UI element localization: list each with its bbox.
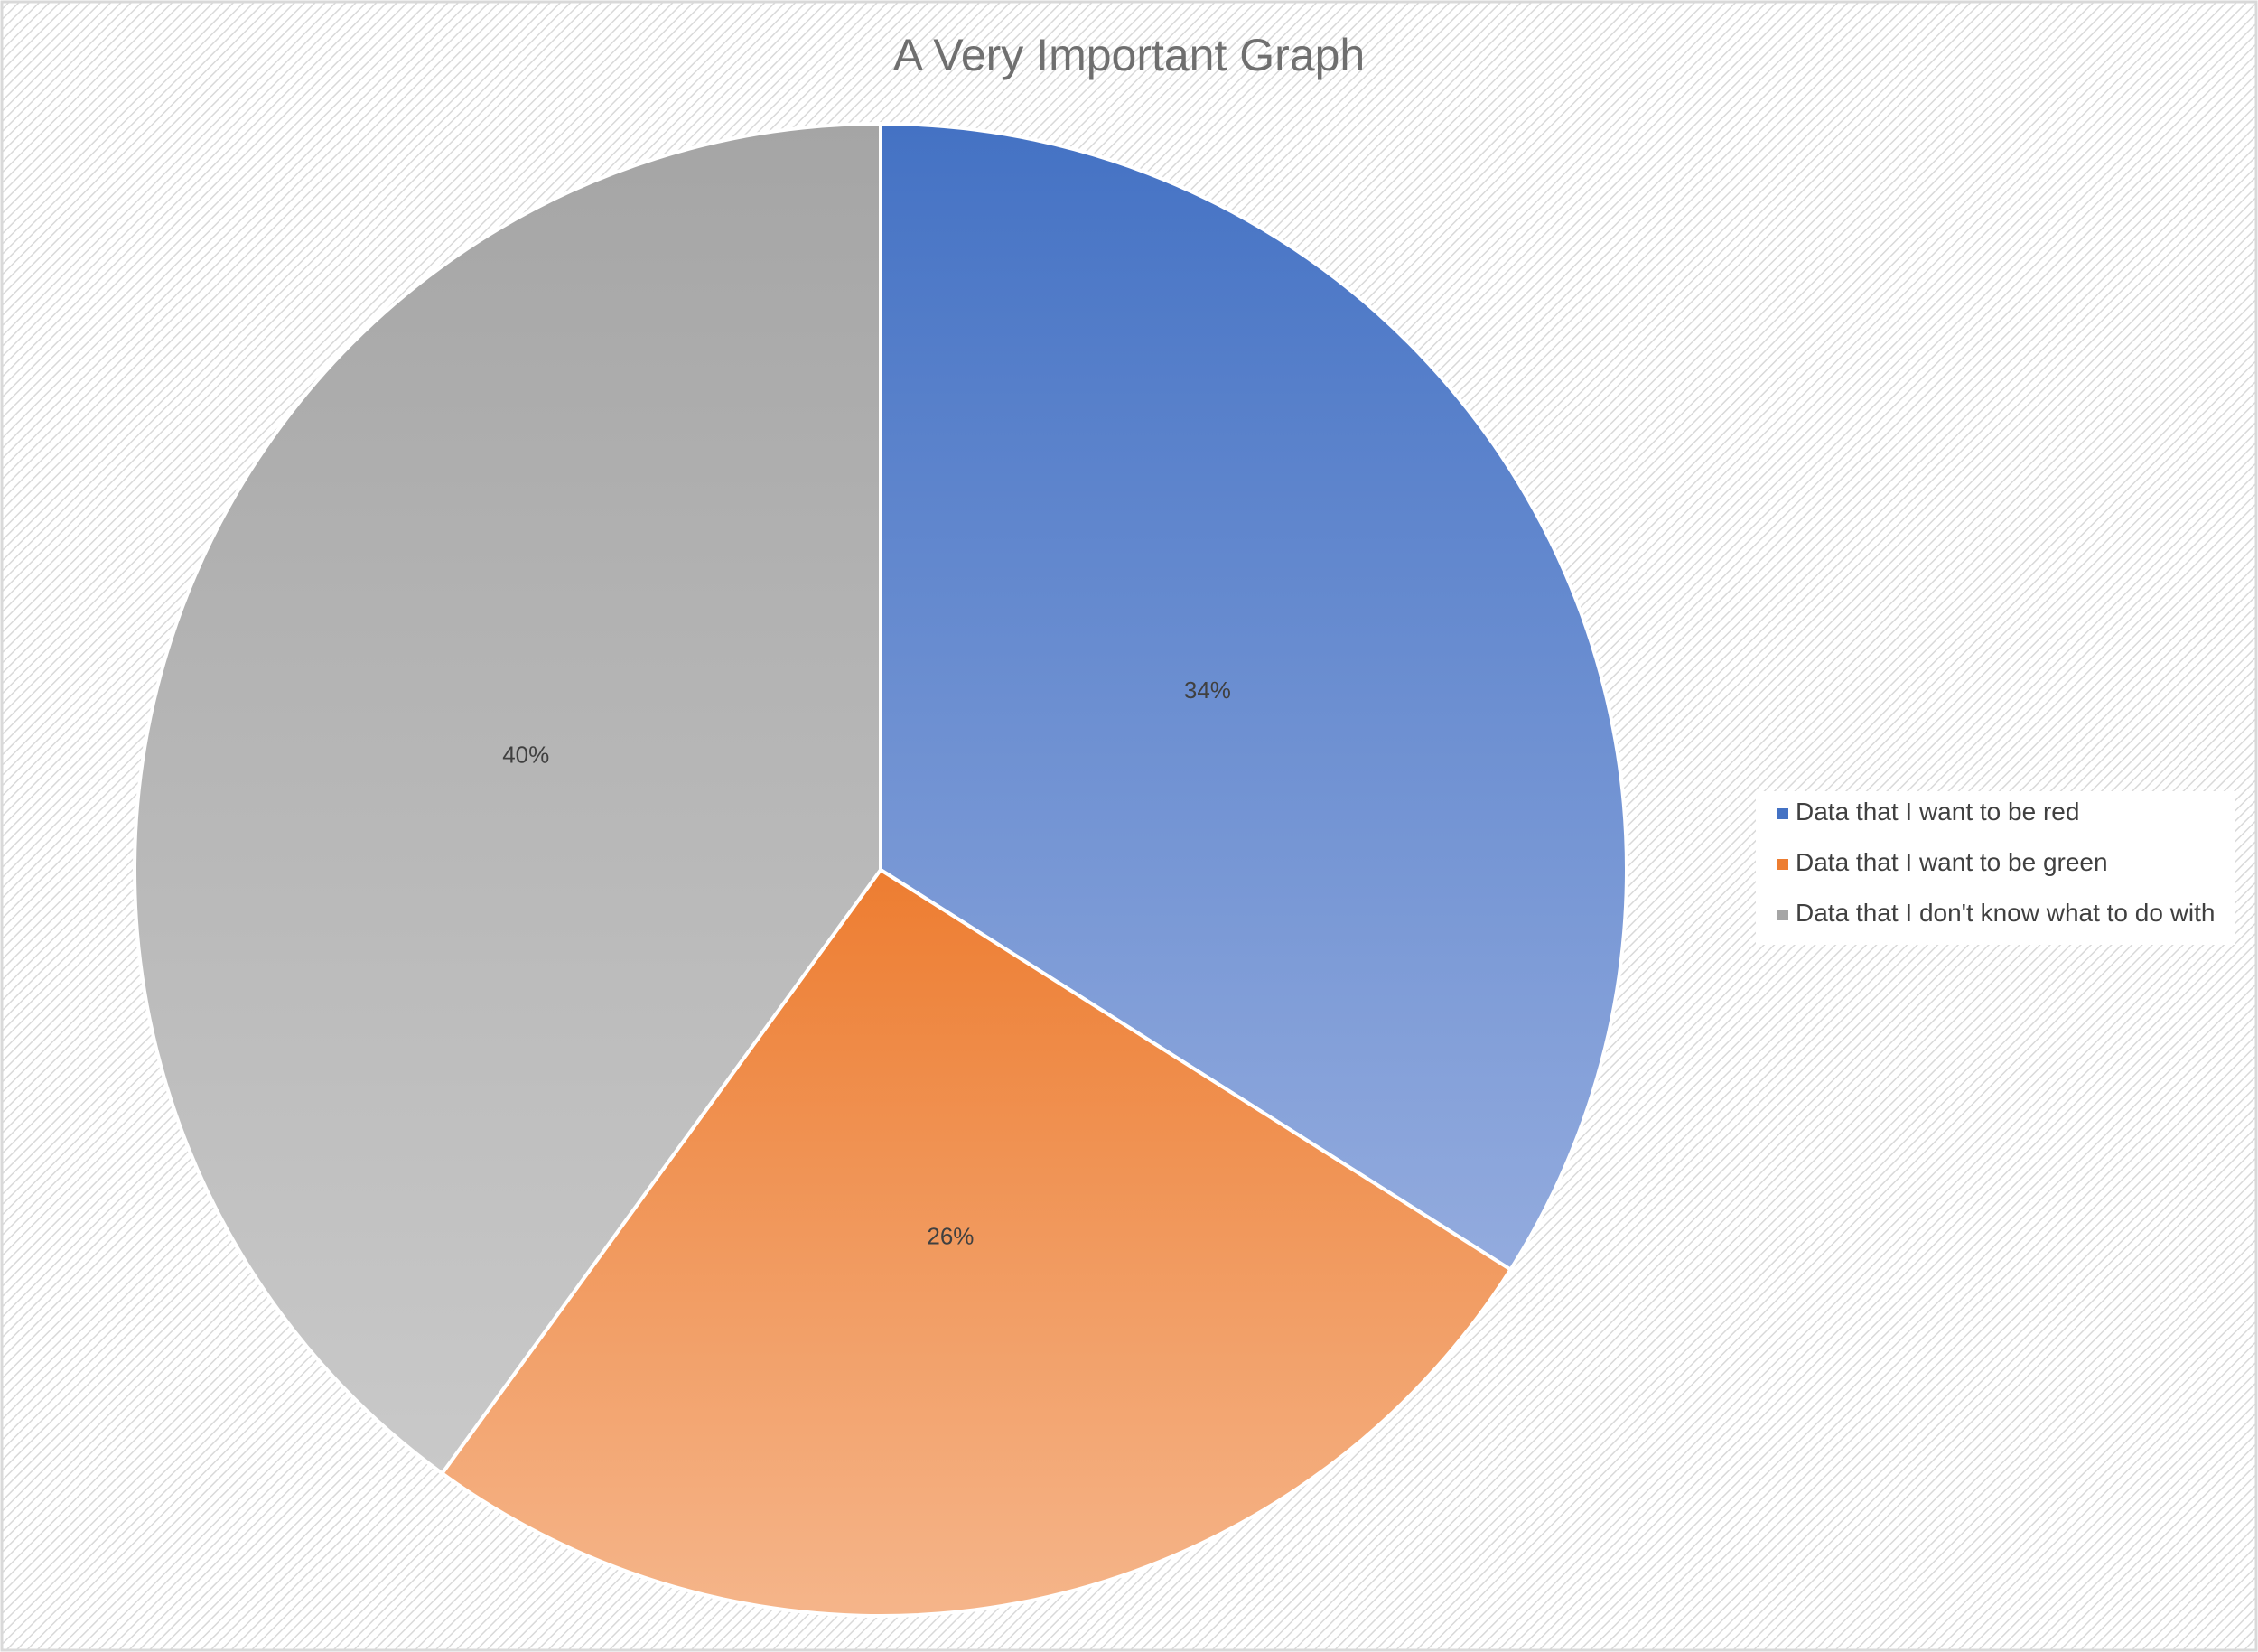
legend-background: [1756, 791, 2235, 945]
legend-swatch-3: [1777, 910, 1788, 920]
chart-title: A Very Important Graph: [893, 30, 1366, 80]
slice-data-label: 40%: [502, 741, 549, 768]
slice-data-label: 26%: [927, 1223, 974, 1250]
slice-data-label: 34%: [1184, 677, 1231, 704]
pie-slice-2: [439, 867, 1514, 1618]
legend: Data that I want to be red Data that I wa…: [1756, 791, 2235, 945]
legend-swatch-1: [1777, 808, 1788, 819]
pie-slice-1: [879, 121, 1628, 1273]
pie-slice-3: [133, 121, 882, 1477]
legend-entry-1: Data that I want to be red: [1796, 798, 2079, 826]
legend-swatch-2: [1777, 859, 1788, 870]
legend-entry-3: Data that I don't know what to do with: [1796, 899, 2216, 927]
pie-slices: [133, 121, 1628, 1618]
legend-entry-2: Data that I want to be green: [1796, 848, 2108, 876]
pie-slice-labels: 34% 26% 40%: [502, 677, 1231, 1250]
